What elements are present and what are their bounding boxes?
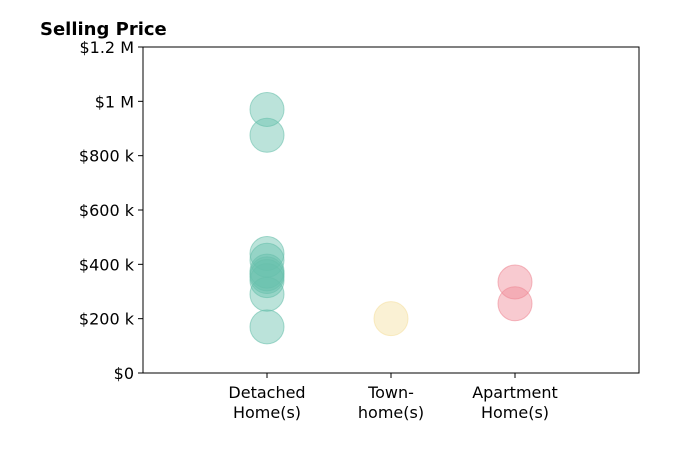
x-axis: DetachedHome(s)Town-home(s)ApartmentHome… (228, 373, 558, 422)
x-tick-label: Detached (228, 383, 305, 402)
y-tick-label: $400 k (79, 255, 135, 274)
data-point (249, 117, 285, 153)
data-point (373, 301, 409, 337)
x-tick-label: home(s) (358, 403, 424, 422)
data-point (249, 309, 285, 345)
data-point (497, 264, 533, 300)
y-tick-label: $800 k (79, 147, 135, 166)
x-tick-label: Home(s) (481, 403, 549, 422)
points-layer (249, 91, 533, 345)
data-point (249, 276, 285, 312)
x-tick-label: Home(s) (233, 403, 301, 422)
x-tick-label: Apartment (472, 383, 558, 402)
y-tick-label: $1 M (95, 92, 134, 111)
chart-title: Selling Price (40, 19, 167, 40)
y-tick-label: $600 k (79, 201, 135, 220)
x-tick-label: Town- (367, 383, 414, 402)
data-point (249, 91, 285, 127)
data-point (497, 286, 533, 322)
data-point (249, 263, 285, 299)
y-tick-label: $1.2 M (79, 38, 134, 57)
y-axis: $0 $200 k $400 k $600 k $800 k $1 M $1.2 M (79, 38, 143, 383)
y-tick-label: $0 (114, 364, 134, 383)
y-tick-label: $200 k (79, 310, 135, 329)
